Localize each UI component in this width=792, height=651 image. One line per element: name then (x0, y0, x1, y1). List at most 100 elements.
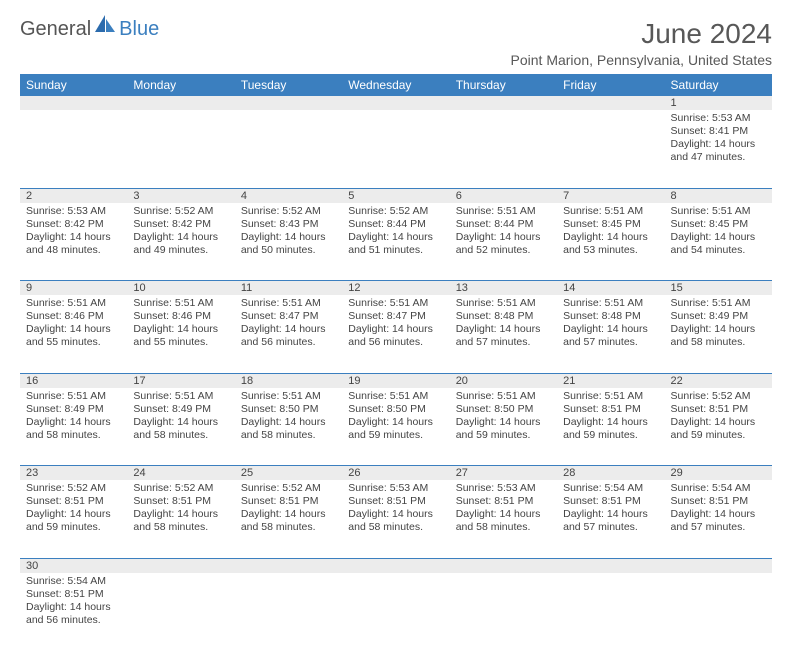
day-details: Sunrise: 5:51 AMSunset: 8:44 PMDaylight:… (450, 203, 557, 262)
day-content-row: Sunrise: 5:52 AMSunset: 8:51 PMDaylight:… (20, 480, 772, 558)
day-number-cell: 27 (450, 466, 557, 481)
day-number-cell: 24 (127, 466, 234, 481)
day-cell (557, 110, 664, 188)
day-number-cell: 15 (665, 281, 772, 296)
day-number-cell: 29 (665, 466, 772, 481)
day-details: Sunrise: 5:53 AMSunset: 8:41 PMDaylight:… (665, 110, 772, 169)
day-number-cell: 4 (235, 188, 342, 203)
day-details: Sunrise: 5:51 AMSunset: 8:50 PMDaylight:… (450, 388, 557, 447)
day-number-row: 2345678 (20, 188, 772, 203)
day-cell: Sunrise: 5:52 AMSunset: 8:42 PMDaylight:… (127, 203, 234, 281)
day-number-row: 9101112131415 (20, 281, 772, 296)
day-number-cell (235, 96, 342, 110)
day-number-cell: 17 (127, 373, 234, 388)
day-details: Sunrise: 5:51 AMSunset: 8:46 PMDaylight:… (20, 295, 127, 354)
day-number-cell: 6 (450, 188, 557, 203)
day-details: Sunrise: 5:54 AMSunset: 8:51 PMDaylight:… (665, 480, 772, 539)
day-header: Monday (127, 74, 234, 96)
day-number-cell: 12 (342, 281, 449, 296)
day-number-cell (665, 558, 772, 573)
day-details: Sunrise: 5:53 AMSunset: 8:51 PMDaylight:… (450, 480, 557, 539)
day-details: Sunrise: 5:52 AMSunset: 8:43 PMDaylight:… (235, 203, 342, 262)
day-number-cell: 14 (557, 281, 664, 296)
day-details: Sunrise: 5:51 AMSunset: 8:49 PMDaylight:… (127, 388, 234, 447)
day-content-row: Sunrise: 5:53 AMSunset: 8:41 PMDaylight:… (20, 110, 772, 188)
day-cell: Sunrise: 5:51 AMSunset: 8:49 PMDaylight:… (127, 388, 234, 466)
location-text: Point Marion, Pennsylvania, United State… (511, 52, 772, 68)
day-details: Sunrise: 5:51 AMSunset: 8:48 PMDaylight:… (450, 295, 557, 354)
day-header: Friday (557, 74, 664, 96)
day-number-cell (557, 96, 664, 110)
day-number-cell (235, 558, 342, 573)
day-details: Sunrise: 5:51 AMSunset: 8:47 PMDaylight:… (342, 295, 449, 354)
day-cell: Sunrise: 5:51 AMSunset: 8:48 PMDaylight:… (557, 295, 664, 373)
day-number-cell: 1 (665, 96, 772, 110)
day-cell: Sunrise: 5:53 AMSunset: 8:51 PMDaylight:… (342, 480, 449, 558)
day-number-cell (450, 558, 557, 573)
day-details: Sunrise: 5:53 AMSunset: 8:51 PMDaylight:… (342, 480, 449, 539)
day-number-cell (557, 558, 664, 573)
day-cell (235, 110, 342, 188)
day-cell: Sunrise: 5:51 AMSunset: 8:50 PMDaylight:… (342, 388, 449, 466)
day-cell: Sunrise: 5:51 AMSunset: 8:44 PMDaylight:… (450, 203, 557, 281)
day-number-cell (342, 96, 449, 110)
day-number-cell: 22 (665, 373, 772, 388)
day-number-cell: 8 (665, 188, 772, 203)
day-cell (127, 110, 234, 188)
day-details: Sunrise: 5:51 AMSunset: 8:50 PMDaylight:… (235, 388, 342, 447)
day-details: Sunrise: 5:52 AMSunset: 8:51 PMDaylight:… (20, 480, 127, 539)
day-cell: Sunrise: 5:52 AMSunset: 8:51 PMDaylight:… (20, 480, 127, 558)
day-details: Sunrise: 5:51 AMSunset: 8:51 PMDaylight:… (557, 388, 664, 447)
day-number-cell: 20 (450, 373, 557, 388)
day-details: Sunrise: 5:52 AMSunset: 8:51 PMDaylight:… (235, 480, 342, 539)
day-number-cell: 9 (20, 281, 127, 296)
day-cell: Sunrise: 5:51 AMSunset: 8:47 PMDaylight:… (235, 295, 342, 373)
day-number-cell: 7 (557, 188, 664, 203)
day-details: Sunrise: 5:54 AMSunset: 8:51 PMDaylight:… (20, 573, 127, 632)
month-title: June 2024 (511, 18, 772, 50)
day-number-cell (20, 96, 127, 110)
logo: General Blue (20, 18, 159, 41)
day-number-row: 16171819202122 (20, 373, 772, 388)
day-cell: Sunrise: 5:51 AMSunset: 8:46 PMDaylight:… (20, 295, 127, 373)
day-cell: Sunrise: 5:54 AMSunset: 8:51 PMDaylight:… (557, 480, 664, 558)
day-header: Wednesday (342, 74, 449, 96)
day-cell: Sunrise: 5:53 AMSunset: 8:42 PMDaylight:… (20, 203, 127, 281)
day-number-cell: 16 (20, 373, 127, 388)
calendar-table: SundayMondayTuesdayWednesdayThursdayFrid… (20, 74, 772, 651)
day-number-cell: 30 (20, 558, 127, 573)
day-cell: Sunrise: 5:51 AMSunset: 8:46 PMDaylight:… (127, 295, 234, 373)
day-cell: Sunrise: 5:51 AMSunset: 8:50 PMDaylight:… (450, 388, 557, 466)
day-cell: Sunrise: 5:52 AMSunset: 8:51 PMDaylight:… (665, 388, 772, 466)
day-details: Sunrise: 5:52 AMSunset: 8:51 PMDaylight:… (127, 480, 234, 539)
day-details: Sunrise: 5:51 AMSunset: 8:47 PMDaylight:… (235, 295, 342, 354)
day-number-cell: 23 (20, 466, 127, 481)
day-number-cell: 3 (127, 188, 234, 203)
day-number-row: 1 (20, 96, 772, 110)
day-number-cell: 5 (342, 188, 449, 203)
logo-text-general: General (20, 18, 91, 41)
day-cell (20, 110, 127, 188)
day-cell: Sunrise: 5:51 AMSunset: 8:51 PMDaylight:… (557, 388, 664, 466)
day-content-row: Sunrise: 5:53 AMSunset: 8:42 PMDaylight:… (20, 203, 772, 281)
day-cell: Sunrise: 5:53 AMSunset: 8:51 PMDaylight:… (450, 480, 557, 558)
day-number-cell: 11 (235, 281, 342, 296)
day-number-cell: 13 (450, 281, 557, 296)
day-cell: Sunrise: 5:52 AMSunset: 8:51 PMDaylight:… (127, 480, 234, 558)
day-cell: Sunrise: 5:52 AMSunset: 8:51 PMDaylight:… (235, 480, 342, 558)
day-details: Sunrise: 5:51 AMSunset: 8:46 PMDaylight:… (127, 295, 234, 354)
day-cell: Sunrise: 5:51 AMSunset: 8:49 PMDaylight:… (665, 295, 772, 373)
day-cell: Sunrise: 5:51 AMSunset: 8:45 PMDaylight:… (665, 203, 772, 281)
day-cell (342, 110, 449, 188)
logo-sail-icon (95, 15, 117, 38)
day-cell: Sunrise: 5:51 AMSunset: 8:48 PMDaylight:… (450, 295, 557, 373)
day-number-cell: 2 (20, 188, 127, 203)
day-number-row: 23242526272829 (20, 466, 772, 481)
logo-text-blue: Blue (119, 18, 159, 41)
header: General Blue June 2024 Point Marion, Pen… (20, 18, 772, 68)
day-number-cell: 25 (235, 466, 342, 481)
day-number-cell: 28 (557, 466, 664, 481)
day-number-cell: 18 (235, 373, 342, 388)
day-number-cell: 19 (342, 373, 449, 388)
day-cell: Sunrise: 5:51 AMSunset: 8:45 PMDaylight:… (557, 203, 664, 281)
